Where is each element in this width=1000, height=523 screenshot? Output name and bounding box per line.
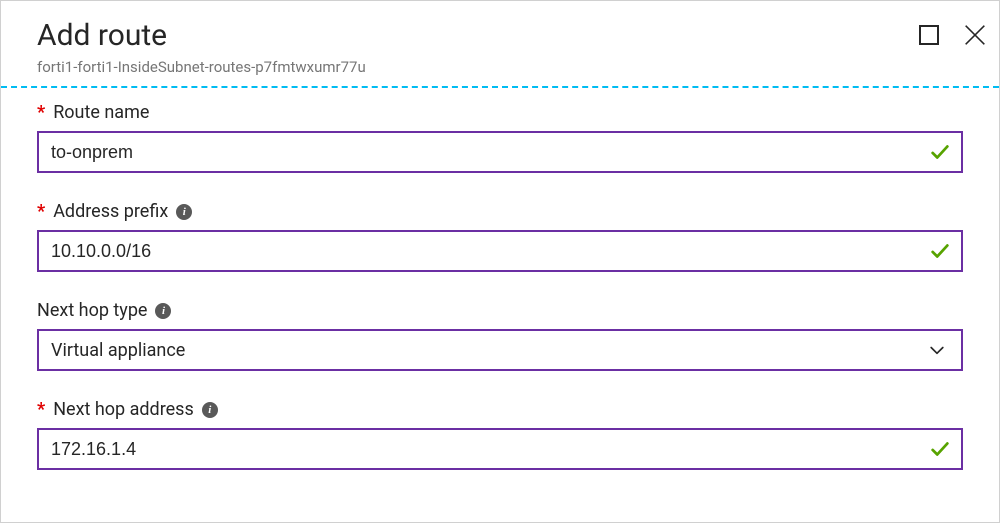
next-hop-type-value: Virtual appliance (51, 340, 185, 361)
route-name-input[interactable] (37, 131, 963, 173)
address-prefix-input[interactable] (37, 230, 963, 272)
chevron-down-icon (927, 340, 947, 360)
route-name-field: * Route name (37, 102, 963, 173)
next-hop-address-label: Next hop address (53, 399, 194, 420)
required-mark: * (37, 203, 45, 221)
address-prefix-field: * Address prefix i (37, 201, 963, 272)
maximize-icon[interactable] (919, 25, 939, 45)
info-icon[interactable]: i (176, 204, 192, 220)
breadcrumb: forti1-forti1-InsideSubnet-routes-p7fmtw… (37, 58, 366, 76)
next-hop-type-select[interactable]: Virtual appliance (37, 329, 963, 371)
next-hop-address-input[interactable] (37, 428, 963, 470)
next-hop-type-field: Next hop type i Virtual appliance (37, 300, 963, 371)
next-hop-address-field: * Next hop address i (37, 399, 963, 470)
close-icon[interactable] (961, 21, 989, 49)
address-prefix-label: Address prefix (53, 201, 168, 222)
info-icon[interactable]: i (155, 303, 171, 319)
next-hop-type-label: Next hop type (37, 300, 147, 321)
required-mark: * (37, 104, 45, 122)
page-title: Add route (37, 19, 366, 52)
route-name-label: Route name (53, 102, 149, 123)
required-mark: * (37, 401, 45, 419)
info-icon[interactable]: i (202, 402, 218, 418)
